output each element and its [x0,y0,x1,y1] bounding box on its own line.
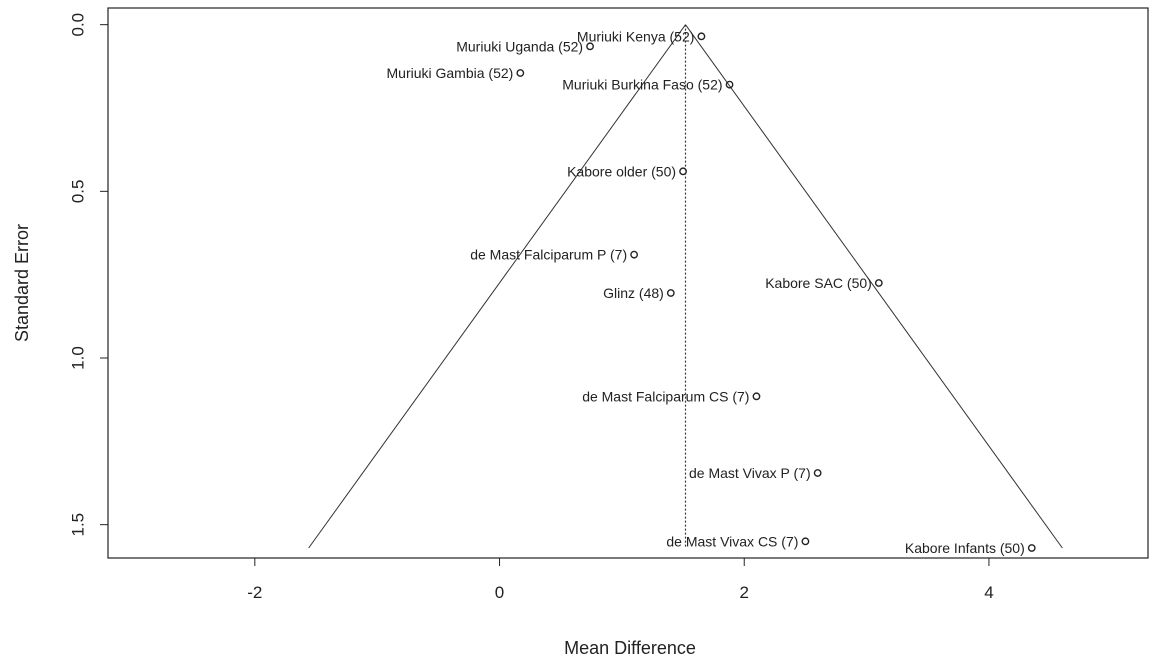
x-tick-label: 0 [495,583,504,602]
study-point: Muriuki Gambia (52) [387,65,525,81]
study-point: Muriuki Kenya (52) [577,28,706,44]
study-marker [697,32,706,41]
plot-frame [107,7,1149,559]
study-point: Glinz (48) [603,285,675,301]
x-tick-label: 4 [984,583,993,602]
study-point: de Mast Falciparum P (7) [470,247,639,263]
study-label: Muriuki Uganda (52) [456,38,583,54]
funnel-lines [308,24,1063,549]
study-label: Kabore older (50) [567,163,676,179]
funnel-left-line [308,24,686,549]
x-tick-label: 2 [740,583,749,602]
data-points: Muriuki Kenya (52)Muriuki Uganda (52) Mur… [387,28,1036,556]
x-axis-title: Mean Difference [564,638,696,658]
study-label: de Mast Vivax P (7) [689,465,811,481]
study-point: Kabore SAC (50) [765,275,883,291]
y-axis-title: Standard Error [12,224,32,342]
study-label: de Mast Falciparum CS (7) [582,388,749,404]
study-marker [725,80,734,89]
study-label: de Mast Vivax CS (7) [666,533,798,549]
funnel-right-line [685,24,1063,549]
x-tick-label: -2 [247,583,262,602]
study-label: Muriuki Gambia (52) [387,65,514,81]
study-label: Kabore SAC (50) [765,275,872,291]
study-label: Kabore Infants (50) [905,540,1025,556]
study-label: Glinz (48) [603,285,664,301]
study-point: de Mast Vivax CS (7) [666,533,810,549]
study-point: Kabore older (50) [567,163,687,179]
study-marker [1027,544,1036,552]
y-tick-label: 0.0 [69,13,88,37]
study-label: Muriuki Burkina Faso (52) [562,77,722,93]
study-marker [874,279,883,287]
study-point: Muriuki Burkina Faso (52) [562,77,734,93]
study-marker [630,250,639,259]
x-axis: -2 0 2 4 [247,558,994,602]
study-marker [801,537,810,546]
study-marker [813,469,822,477]
y-tick-label: 1.0 [69,346,88,370]
study-point: de Mast Falciparum CS (7) [582,388,761,404]
y-tick-label: 1.5 [69,513,88,537]
study-point: de Mast Vivax P (7) [689,465,822,481]
study-label: Muriuki Kenya (52) [577,28,695,44]
study-point: Muriuki Uganda (52) [456,38,594,54]
study-marker [679,167,687,176]
study-marker [516,69,525,77]
y-tick-label: 0.5 [69,180,88,204]
study-marker [752,392,761,401]
study-marker [586,42,594,51]
study-marker [666,289,675,297]
y-axis: 0.0 0.5 1.0 1.5 [69,13,108,537]
study-point: Kabore Infants (50) [905,540,1036,556]
study-label: de Mast Falciparum P (7) [470,247,627,263]
